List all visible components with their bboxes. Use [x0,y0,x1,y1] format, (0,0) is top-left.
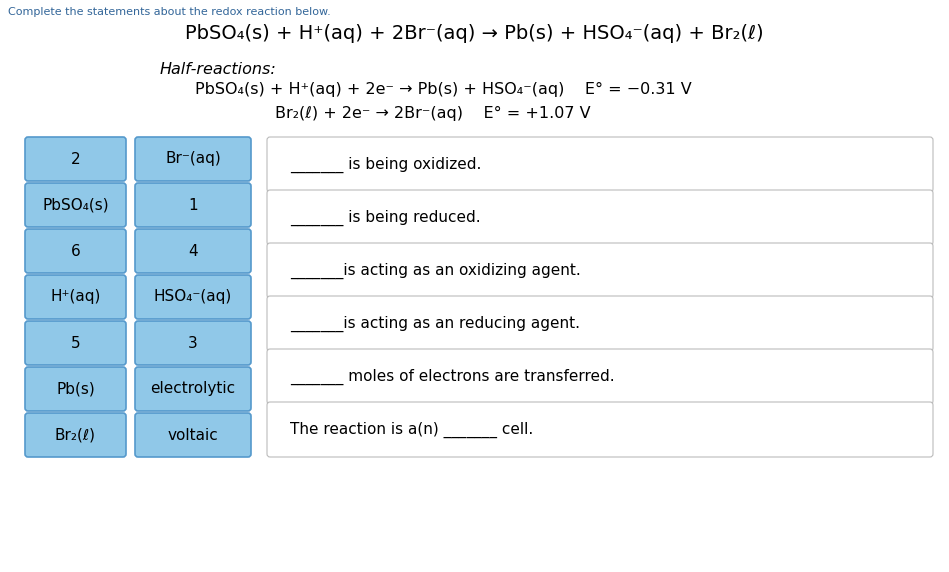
FancyBboxPatch shape [267,349,933,404]
Text: Half-reactions:: Half-reactions: [160,62,277,77]
FancyBboxPatch shape [135,275,251,319]
FancyBboxPatch shape [25,275,126,319]
Text: Complete the statements about the redox reaction below.: Complete the statements about the redox … [8,7,331,17]
Text: 4: 4 [188,244,197,259]
Text: The reaction is a(n) _______ cell.: The reaction is a(n) _______ cell. [290,422,533,438]
Text: _______ is being oxidized.: _______ is being oxidized. [290,156,481,173]
Text: voltaic: voltaic [168,427,218,443]
FancyBboxPatch shape [267,296,933,351]
FancyBboxPatch shape [25,183,126,227]
Text: PbSO₄(s): PbSO₄(s) [42,197,109,213]
FancyBboxPatch shape [267,243,933,298]
Text: _______is acting as an oxidizing agent.: _______is acting as an oxidizing agent. [290,263,581,279]
Text: HSO₄⁻(aq): HSO₄⁻(aq) [154,289,233,304]
Text: Br⁻(aq): Br⁻(aq) [165,152,221,166]
Text: Br₂(ℓ) + 2e⁻ → 2Br⁻(aq)    E° = +1.07 V: Br₂(ℓ) + 2e⁻ → 2Br⁻(aq) E° = +1.07 V [275,106,590,121]
Text: _______is acting as an reducing agent.: _______is acting as an reducing agent. [290,315,580,332]
FancyBboxPatch shape [135,229,251,273]
FancyBboxPatch shape [25,229,126,273]
FancyBboxPatch shape [25,137,126,181]
FancyBboxPatch shape [135,321,251,365]
Text: 6: 6 [70,244,81,259]
FancyBboxPatch shape [25,413,126,457]
FancyBboxPatch shape [135,367,251,411]
Text: PbSO₄(s) + H⁺(aq) + 2Br⁻(aq) → Pb(s) + HSO₄⁻(aq) + Br₂(ℓ): PbSO₄(s) + H⁺(aq) + 2Br⁻(aq) → Pb(s) + H… [185,24,763,43]
FancyBboxPatch shape [267,402,933,457]
Text: PbSO₄(s) + H⁺(aq) + 2e⁻ → Pb(s) + HSO₄⁻(aq)    E° = −0.31 V: PbSO₄(s) + H⁺(aq) + 2e⁻ → Pb(s) + HSO₄⁻(… [195,82,692,97]
Text: Br₂(ℓ): Br₂(ℓ) [55,427,96,443]
Text: 5: 5 [70,336,81,351]
Text: electrolytic: electrolytic [151,382,235,396]
FancyBboxPatch shape [25,367,126,411]
Text: H⁺(aq): H⁺(aq) [50,289,101,304]
Text: _______ moles of electrons are transferred.: _______ moles of electrons are transferr… [290,368,615,384]
FancyBboxPatch shape [25,321,126,365]
Text: _______ is being reduced.: _______ is being reduced. [290,209,480,225]
Text: 3: 3 [188,336,198,351]
Text: 2: 2 [70,152,81,166]
FancyBboxPatch shape [135,413,251,457]
FancyBboxPatch shape [267,190,933,245]
Text: 1: 1 [188,197,197,213]
FancyBboxPatch shape [135,183,251,227]
FancyBboxPatch shape [135,137,251,181]
FancyBboxPatch shape [267,137,933,192]
Text: Pb(s): Pb(s) [56,382,95,396]
